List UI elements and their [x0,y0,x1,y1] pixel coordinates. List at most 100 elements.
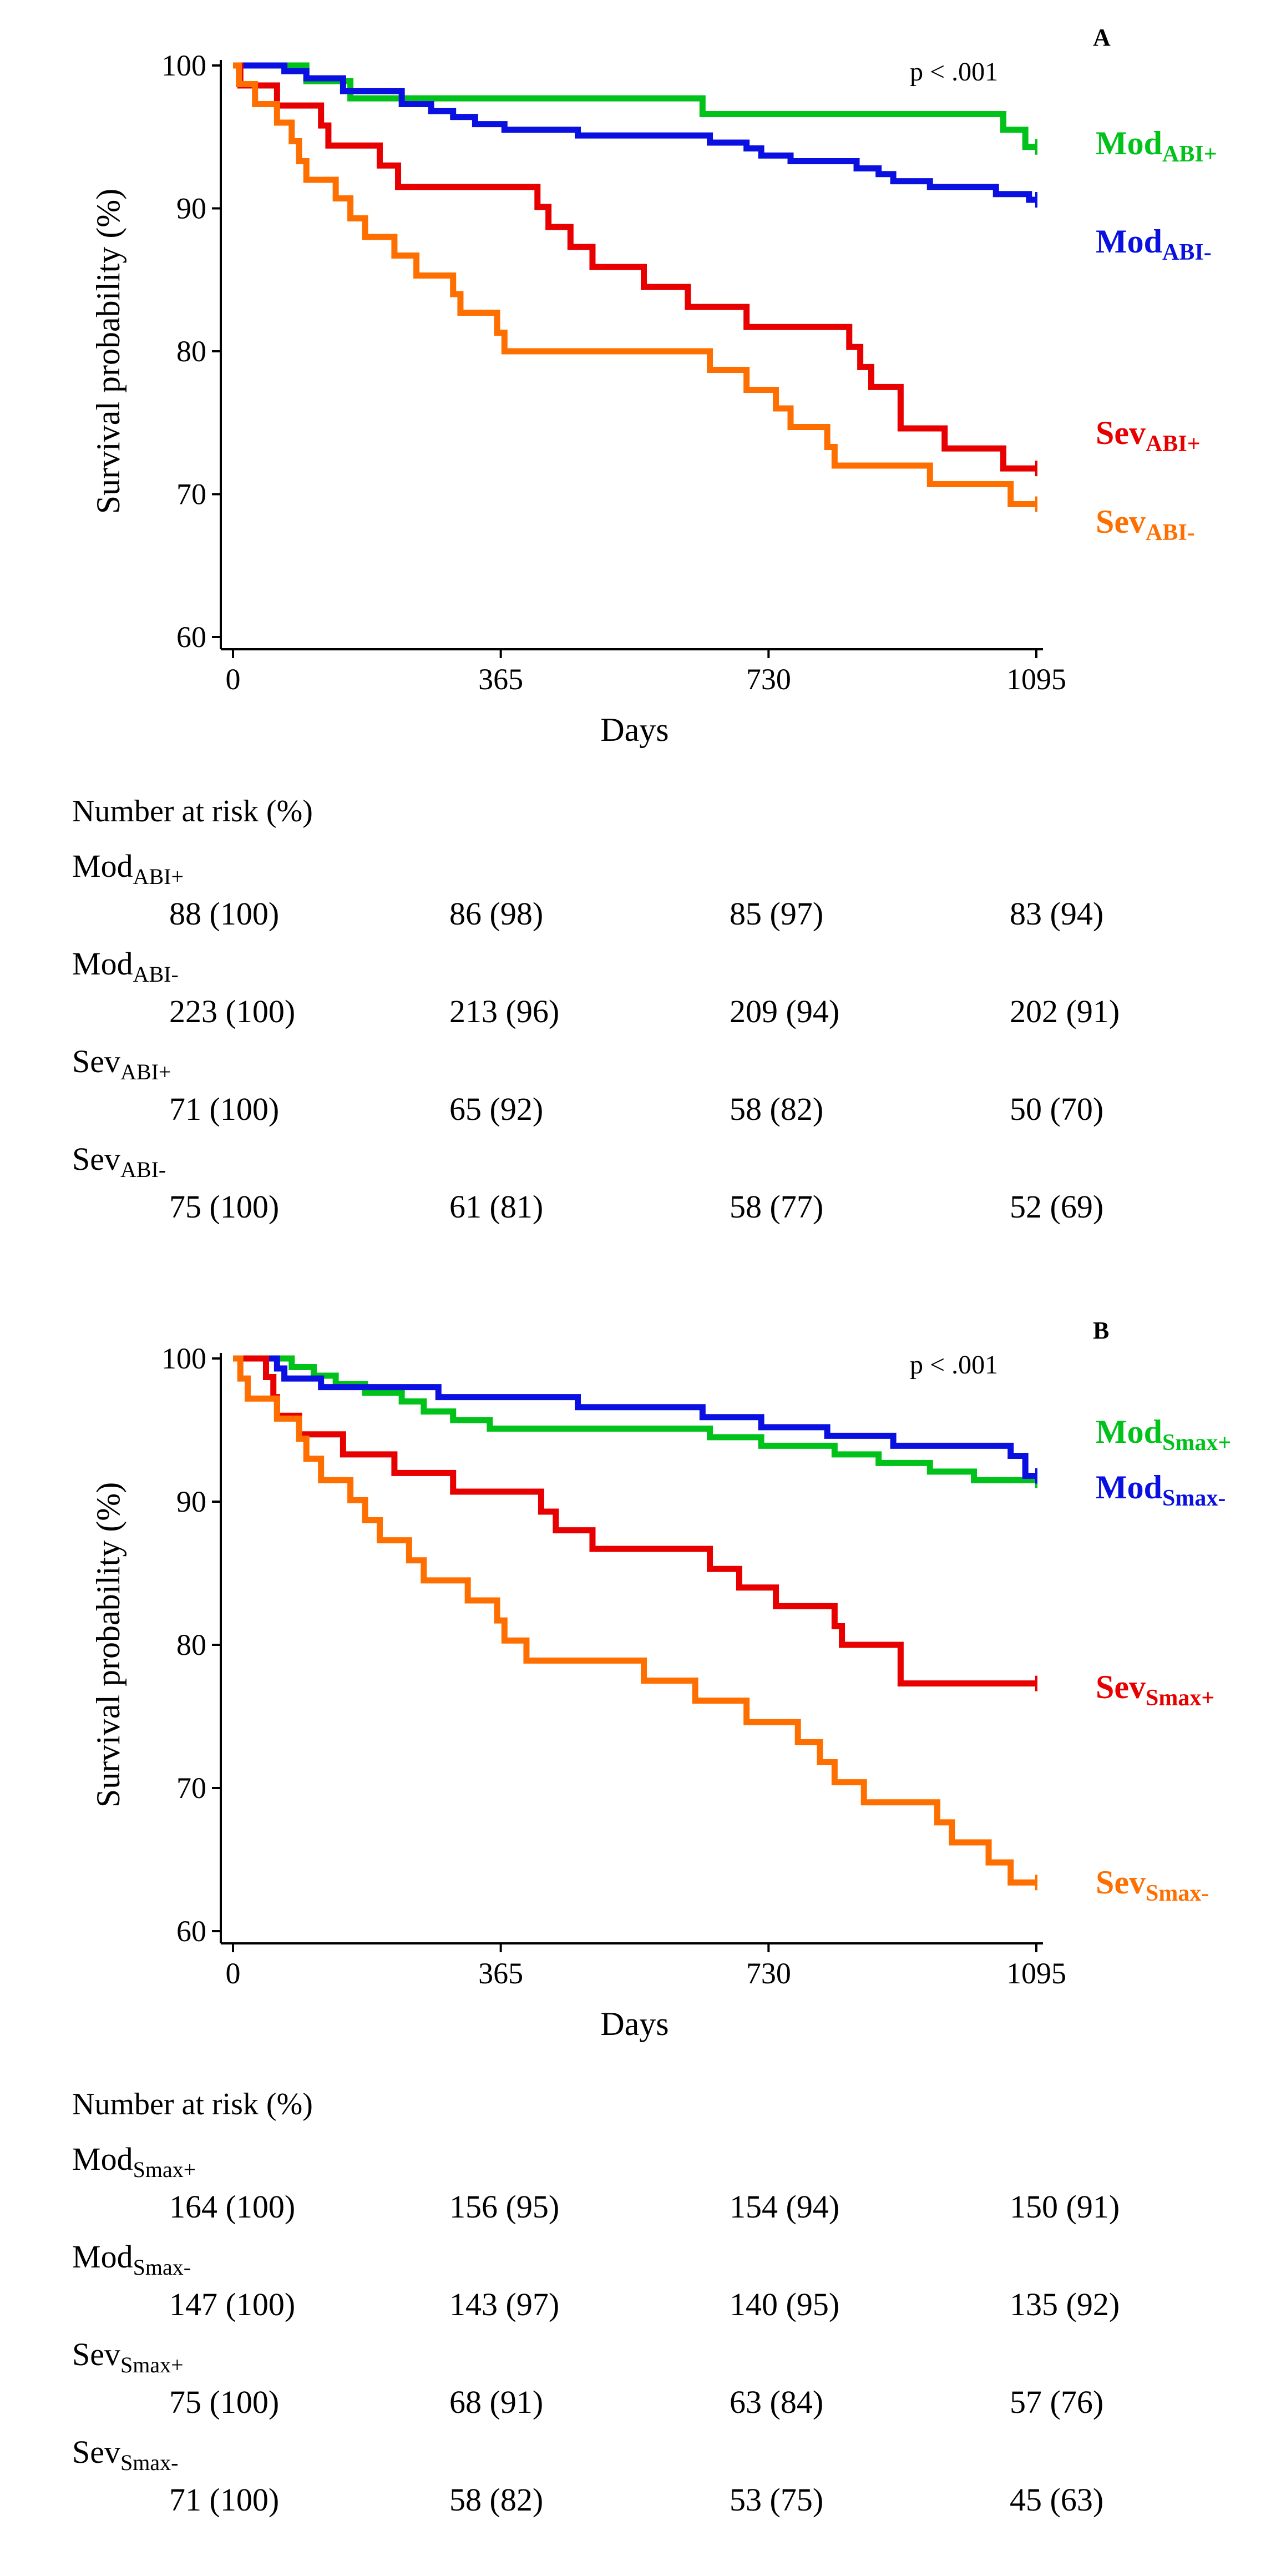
panel-a-x-tick-label: 730 [746,663,791,696]
panel-a-legend-sev-abi-: SevABI- [1096,503,1195,545]
panel-a-risk-group-main: Mod [72,946,133,982]
panel-a-risk-value: 213 (96) [449,993,559,1029]
panel-b-risk-group: ModSmax+ [72,2141,196,2182]
panel-b-legend-sev-smax--sub: Smax+ [1146,1685,1214,1711]
panel-b-legend-mod-smax-: ModSmax+ [1096,1413,1231,1456]
panel-a-legend-mod-abi--sub: ABI- [1162,240,1212,265]
panel-a-legend-sev-abi--main: Sev [1096,415,1146,451]
panel-b-x-axis-label: Days [600,2006,669,2042]
panel-a-x-axis-label: Days [600,711,669,748]
panel-a-risk-value: 83 (94) [1010,896,1103,932]
panel-a-risk-group: SevABI+ [72,1043,171,1084]
panel-a-risk-value: 58 (82) [730,1091,823,1127]
panel-b-risk-group-main: Mod [72,2239,133,2275]
panel-b-risk-group: SevSmax- [72,2434,178,2475]
panel-a-risk-group: ModABI- [72,946,179,987]
panel-b-series-mod-smax- [233,1355,1036,1483]
panel-b-risk-value: 143 (97) [449,2286,559,2322]
panel-a-risk-value: 86 (98) [449,896,543,932]
panel-a-legend-sev-abi-: SevABI+ [1096,415,1201,457]
panel-a-risk-group-sub: ABI+ [120,1059,171,1084]
panel-b-risk-value: 53 (75) [730,2482,823,2518]
panel-b-risk-value: 71 (100) [169,2482,279,2518]
panel-a-risk-value: 52 (69) [1010,1189,1103,1225]
panel-b-risk-value: 45 (63) [1010,2482,1103,2518]
panel-b-risk-value: 150 (91) [1010,2189,1120,2225]
panel-a-y-tick-label: 80 [176,335,206,368]
panel-a-risk-value: 85 (97) [730,896,823,932]
panel-a-risk-value: 209 (94) [730,993,839,1029]
panel-a-panel-label: A [1093,24,1111,51]
panel-b-risk-group-main: Mod [72,2141,133,2177]
panel-b-risk-value: 140 (95) [730,2286,839,2322]
panel-b-y-tick-label: 70 [176,1771,206,1805]
panel-a-risk-group-main: Sev [72,1141,120,1177]
panel-b-legend-mod-smax-: ModSmax- [1096,1469,1226,1511]
panel-b-risk-title: Number at risk (%) [72,2087,313,2122]
panel-b-legend-sev-smax-: SevSmax+ [1096,1669,1214,1711]
panel-b-series-sev-smax- [233,1355,1036,1886]
panel-a-risk-value: 50 (70) [1010,1091,1103,1127]
panel-b-risk-group-main: Sev [72,2434,120,2470]
panel-a-y-axis-label: Survival probability (%) [90,189,126,514]
panel-a-x-tick-label: 0 [226,663,241,696]
panel-a-risk-group-sub: ABI- [133,962,179,987]
panel-a-legend-mod-abi--main: Mod [1096,125,1162,161]
panel-b-risk-group-sub: Smax+ [120,2352,184,2377]
panel-b-legend-mod-smax--main: Mod [1096,1413,1162,1450]
panel-a-series-mod-abi- [233,62,1036,203]
panel-a-y-tick-label: 70 [176,478,206,511]
panel-a-x-tick-label: 365 [478,663,523,696]
panel-b-risk-value: 164 (100) [169,2189,295,2225]
panel-b-y-tick-label: 90 [176,1485,206,1518]
panel-a-legend-mod-abi--main: Mod [1096,223,1162,260]
panel-b-p-value: p < .001 [910,1350,998,1380]
panel-a-legend-mod-abi--sub: ABI+ [1162,142,1217,167]
panel-b-risk-value: 156 (95) [449,2189,559,2225]
panel-b-risk-value: 58 (82) [449,2482,543,2518]
panel-a-legend-mod-abi-: ModABI- [1096,223,1212,265]
panel-a-p-value: p < .001 [910,57,998,87]
panel-b-risk-group: SevSmax+ [72,2336,184,2377]
panel-a-y-tick-label: 60 [176,620,206,654]
panel-a-risk-title: Number at risk (%) [72,794,313,829]
panel-a-series-sev-abi- [233,62,1036,472]
panel-b-risk-group: ModSmax- [72,2239,191,2280]
panel-a-series-sev-abi- [233,62,1036,508]
panel-b-legend-sev-smax--main: Sev [1096,1864,1146,1901]
panel-a-risk-group: SevABI- [72,1141,166,1182]
panel-b-x-tick-label: 1095 [1006,1957,1066,1990]
panel-a-risk-group-sub: ABI+ [133,864,184,889]
panel-b-risk-value: 135 (92) [1010,2286,1120,2322]
panel-b-legend-sev-smax--main: Sev [1096,1669,1146,1705]
panel-b-panel-label: B [1093,1317,1109,1344]
panel-a-y-tick-label: 100 [161,49,206,82]
panel-a-x-tick-label: 1095 [1006,663,1066,696]
panel-a-risk-value: 88 (100) [169,896,279,932]
panel-a-risk-value: 71 (100) [169,1091,279,1127]
panel-b-legend-sev-smax--sub: Smax- [1146,1881,1209,1906]
panel-b-risk-value: 68 (91) [449,2384,543,2420]
panel-b-series-mod-smax- [233,1355,1036,1479]
panel-a-risk-group-main: Mod [72,848,133,884]
panel-a-risk-value: 75 (100) [169,1189,279,1225]
panel-b-y-axis-label: Survival probability (%) [90,1482,126,1808]
panel-b-x-tick-label: 365 [478,1957,523,1990]
panel-a-risk-group: ModABI+ [72,848,184,889]
panel-b-risk-value: 63 (84) [730,2384,823,2420]
panel-a-risk-value: 65 (92) [449,1091,543,1127]
panel-b-legend-sev-smax-: SevSmax- [1096,1864,1209,1906]
panel-a-risk-group-sub: ABI- [120,1157,166,1182]
panel-b-y-tick-label: 60 [176,1915,206,1948]
panel-a-risk-group-main: Sev [72,1043,120,1079]
panel-b-legend-mod-smax--sub: Smax+ [1162,1430,1231,1456]
panel-a-legend-mod-abi-: ModABI+ [1096,125,1217,167]
panel-b-risk-value: 147 (100) [169,2286,295,2322]
panel-a-risk-value: 61 (81) [449,1189,543,1225]
panel-b-risk-value: 154 (94) [730,2189,839,2225]
panel-a-legend-sev-abi--sub: ABI+ [1146,431,1201,457]
panel-a-risk-value: 223 (100) [169,993,295,1029]
panel-b-risk-value: 75 (100) [169,2384,279,2420]
panel-b-legend-mod-smax--sub: Smax- [1162,1486,1226,1511]
